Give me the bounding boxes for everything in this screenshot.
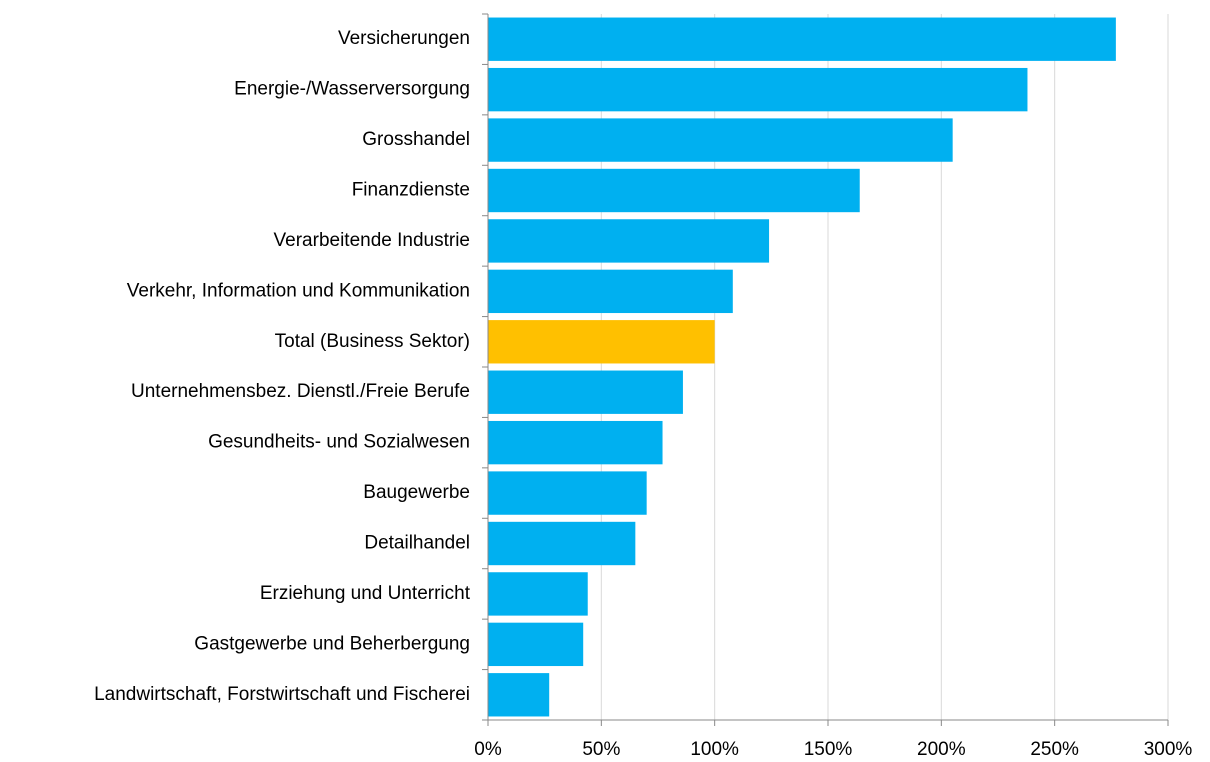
y-tick-label: Energie-/Wasserversorgung: [234, 79, 470, 100]
bar: [488, 320, 715, 364]
y-tick-label: Detailhandel: [364, 533, 470, 554]
bar: [488, 622, 584, 667]
y-tick-label: Verarbeitende Industrie: [274, 230, 470, 251]
y-tick-label: Landwirtschaft, Forstwirtschaft und Fisc…: [94, 684, 470, 705]
y-tick-label: Total (Business Sektor): [275, 331, 470, 352]
bar: [488, 269, 733, 314]
bar: [488, 17, 1116, 61]
bar: [488, 219, 770, 263]
y-tick-label: Unternehmensbez. Dienstl./Freie Berufe: [131, 381, 470, 402]
x-tick-label: 150%: [804, 739, 853, 760]
x-tick-label: 300%: [1144, 739, 1193, 760]
y-tick-label: Grosshandel: [362, 129, 470, 150]
bar: [488, 67, 1028, 112]
bar: [488, 471, 647, 515]
x-tick-label: 250%: [1030, 739, 1079, 760]
y-tick-label: Finanzdienste: [352, 180, 470, 201]
x-tick-label: 100%: [690, 739, 739, 760]
x-tick-label: 50%: [582, 739, 620, 760]
y-tick-label: Versicherungen: [338, 28, 470, 49]
bar: [488, 572, 588, 616]
y-tick-label: Erziehung und Unterricht: [260, 583, 471, 604]
bar: [488, 370, 683, 414]
y-tick-label: Gastgewerbe und Beherbergung: [194, 633, 470, 654]
bar: [488, 420, 663, 465]
bar: [488, 521, 636, 566]
bar: [488, 118, 953, 162]
x-tick-label: 200%: [917, 739, 966, 760]
y-tick-label: Gesundheits- und Sozialwesen: [208, 432, 470, 453]
y-tick-label: Verkehr, Information und Kommunikation: [127, 280, 470, 301]
bar: [488, 168, 860, 213]
y-tick-label: Baugewerbe: [363, 482, 470, 503]
bar: [488, 673, 550, 717]
x-tick-label: 0%: [474, 739, 502, 760]
